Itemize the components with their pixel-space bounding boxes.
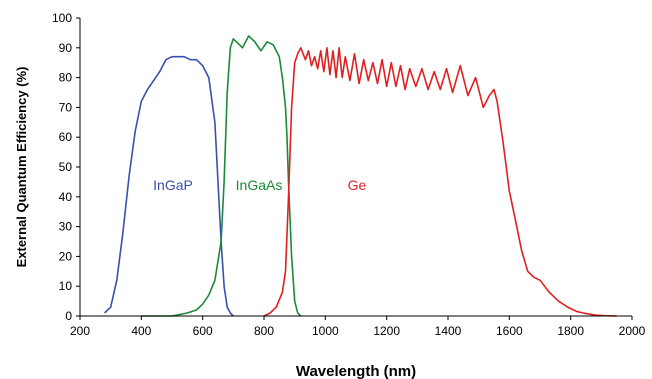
x-tick-label: 1000 [312,324,339,338]
series-labels: InGaP InGaAs Ge [153,177,366,193]
series-label-ingap: InGaP [153,177,193,193]
y-axis-ticks: 0 10 20 30 40 50 60 70 80 90 100 [52,11,80,323]
series-label-ingaas: InGaAs [236,177,283,193]
y-tick-label: 80 [59,71,73,85]
y-tick-label: 70 [59,100,73,114]
x-axis-ticks: 200 400 600 800 1000 1200 1400 1600 1800 2000 [70,316,646,338]
y-tick-label: 0 [65,309,72,323]
y-tick-label: 10 [59,279,73,293]
x-tick-label: 1600 [496,324,523,338]
y-tick-label: 50 [59,160,73,174]
x-tick-label: 600 [193,324,213,338]
plot-area [103,35,617,317]
series-line-ge [263,46,617,317]
y-tick-label: 30 [59,220,73,234]
series-label-ge: Ge [348,177,367,193]
x-axis-title: Wavelength (nm) [296,363,416,379]
x-tick-label: 200 [70,324,90,338]
x-tick-label: 2000 [619,324,646,338]
series-line-ingaas [141,35,302,317]
x-tick-label: 400 [131,324,151,338]
x-tick-label: 1800 [557,324,584,338]
y-tick-label: 90 [59,41,73,55]
y-tick-label: 60 [59,130,73,144]
x-tick-label: 1400 [435,324,462,338]
y-tick-label: 40 [59,190,73,204]
y-tick-label: 20 [59,249,73,263]
x-tick-label: 1200 [373,324,400,338]
y-axis-title: External Quantum Efficiency (%) [14,67,29,268]
x-tick-label: 800 [254,324,274,338]
y-tick-label: 100 [52,11,72,25]
